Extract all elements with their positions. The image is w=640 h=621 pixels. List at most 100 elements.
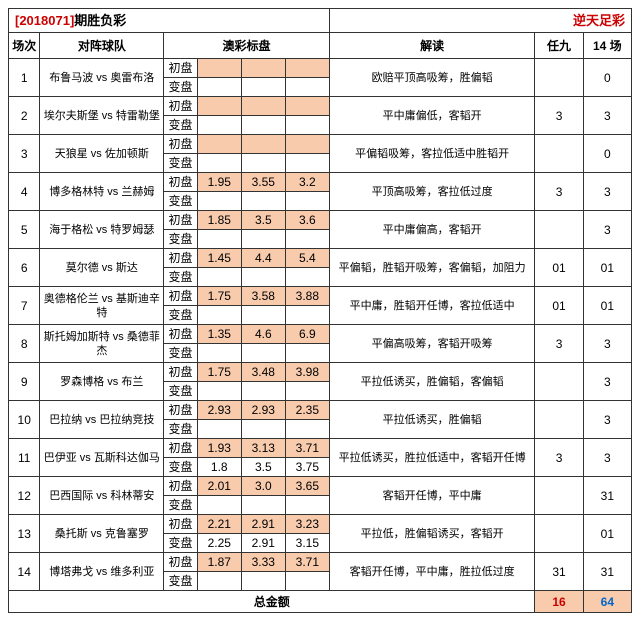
chg-odd: [241, 154, 285, 173]
analysis: 客韬开任博，平中庸，胜拉低过度: [329, 553, 535, 591]
open-odd: 3.2: [285, 173, 329, 192]
sub-change: 变盘: [164, 78, 198, 97]
chg-odd: [241, 496, 285, 515]
sub-open: 初盘: [164, 173, 198, 192]
chg-odd: [285, 420, 329, 439]
open-odd: [241, 135, 285, 154]
round-num: 6: [9, 249, 40, 287]
chg-odd: [241, 420, 285, 439]
open-odd: 2.01: [197, 477, 241, 496]
teams: 罗森博格 vs 布兰: [40, 363, 164, 401]
chg-odd: [241, 230, 285, 249]
r9: 3: [535, 325, 583, 363]
round-num: 11: [9, 439, 40, 477]
analysis: 平偏韬吸筹，客拉低适中胜韬开: [329, 135, 535, 173]
chg-odd: [197, 496, 241, 515]
col-r9: 任九: [535, 33, 583, 59]
open-odd: 2.93: [241, 401, 285, 420]
analysis: 客韬开任博，平中庸: [329, 477, 535, 515]
chg-odd: [285, 268, 329, 287]
col-round: 场次: [9, 33, 40, 59]
chg-odd: [241, 382, 285, 401]
sub-open: 初盘: [164, 287, 198, 306]
analysis: 平中庸，胜韬开任博，客拉低适中: [329, 287, 535, 325]
chg-odd: [197, 78, 241, 97]
r9: [535, 363, 583, 401]
chg-odd: [285, 344, 329, 363]
col-analysis: 解读: [329, 33, 535, 59]
open-odd: [197, 135, 241, 154]
chg-odd: [197, 192, 241, 211]
r14: 3: [583, 363, 631, 401]
open-odd: 4.6: [241, 325, 285, 344]
teams: 布鲁马波 vs 奥雷布洛: [40, 59, 164, 97]
round-num: 5: [9, 211, 40, 249]
open-odd: 3.71: [285, 553, 329, 572]
sub-change: 变盘: [164, 344, 198, 363]
round-num: 3: [9, 135, 40, 173]
r14: 0: [583, 135, 631, 173]
chg-odd: [241, 268, 285, 287]
sub-change: 变盘: [164, 534, 198, 553]
open-odd: [241, 97, 285, 116]
r9: [535, 59, 583, 97]
open-odd: 2.21: [197, 515, 241, 534]
r14: 3: [583, 173, 631, 211]
teams: 莫尔德 vs 斯达: [40, 249, 164, 287]
chg-odd: 3.5: [241, 458, 285, 477]
analysis: 平拉低诱买，胜拉低适中，客韬开任博: [329, 439, 535, 477]
open-odd: 3.13: [241, 439, 285, 458]
open-odd: 3.55: [241, 173, 285, 192]
sub-change: 变盘: [164, 268, 198, 287]
round-num: 14: [9, 553, 40, 591]
chg-odd: [285, 192, 329, 211]
open-odd: 3.88: [285, 287, 329, 306]
total-r14: 64: [583, 591, 631, 613]
teams: 巴西国际 vs 科林蒂安: [40, 477, 164, 515]
chg-odd: [285, 496, 329, 515]
teams: 博塔弗戈 vs 维多利亚: [40, 553, 164, 591]
col-teams: 对阵球队: [40, 33, 164, 59]
sub-change: 变盘: [164, 154, 198, 173]
issue-code: [2018071]: [15, 13, 74, 28]
r9: 01: [535, 287, 583, 325]
sub-change: 变盘: [164, 192, 198, 211]
open-odd: 1.35: [197, 325, 241, 344]
round-num: 4: [9, 173, 40, 211]
sub-change: 变盘: [164, 496, 198, 515]
sub-change: 变盘: [164, 458, 198, 477]
analysis: 平偏韬，胜韬开吸筹，客偏韬，加阻力: [329, 249, 535, 287]
chg-odd: [241, 78, 285, 97]
sub-open: 初盘: [164, 97, 198, 116]
teams: 埃尔夫斯堡 vs 特雷勒堡: [40, 97, 164, 135]
chg-odd: [197, 116, 241, 135]
sub-change: 变盘: [164, 306, 198, 325]
r14: 3: [583, 211, 631, 249]
sub-open: 初盘: [164, 477, 198, 496]
r9: [535, 477, 583, 515]
chg-odd: 1.8: [197, 458, 241, 477]
open-odd: 3.0: [241, 477, 285, 496]
open-odd: [197, 59, 241, 78]
brand: 逆天足彩: [329, 9, 631, 33]
sub-open: 初盘: [164, 515, 198, 534]
analysis: 平中庸偏高，客韬开: [329, 211, 535, 249]
open-odd: 3.65: [285, 477, 329, 496]
round-num: 13: [9, 515, 40, 553]
chg-odd: [241, 306, 285, 325]
sub-open: 初盘: [164, 553, 198, 572]
chg-odd: [241, 192, 285, 211]
r14: 31: [583, 553, 631, 591]
teams: 海于格松 vs 特罗姆瑟: [40, 211, 164, 249]
open-odd: 6.9: [285, 325, 329, 344]
round-num: 10: [9, 401, 40, 439]
r14: 31: [583, 477, 631, 515]
analysis: 平中庸偏低，客韬开: [329, 97, 535, 135]
col-odds: 澳彩标盘: [164, 33, 330, 59]
r14: 3: [583, 325, 631, 363]
r9: [535, 211, 583, 249]
chg-odd: 3.75: [285, 458, 329, 477]
open-odd: 3.98: [285, 363, 329, 382]
r9: 01: [535, 249, 583, 287]
chg-odd: [197, 154, 241, 173]
